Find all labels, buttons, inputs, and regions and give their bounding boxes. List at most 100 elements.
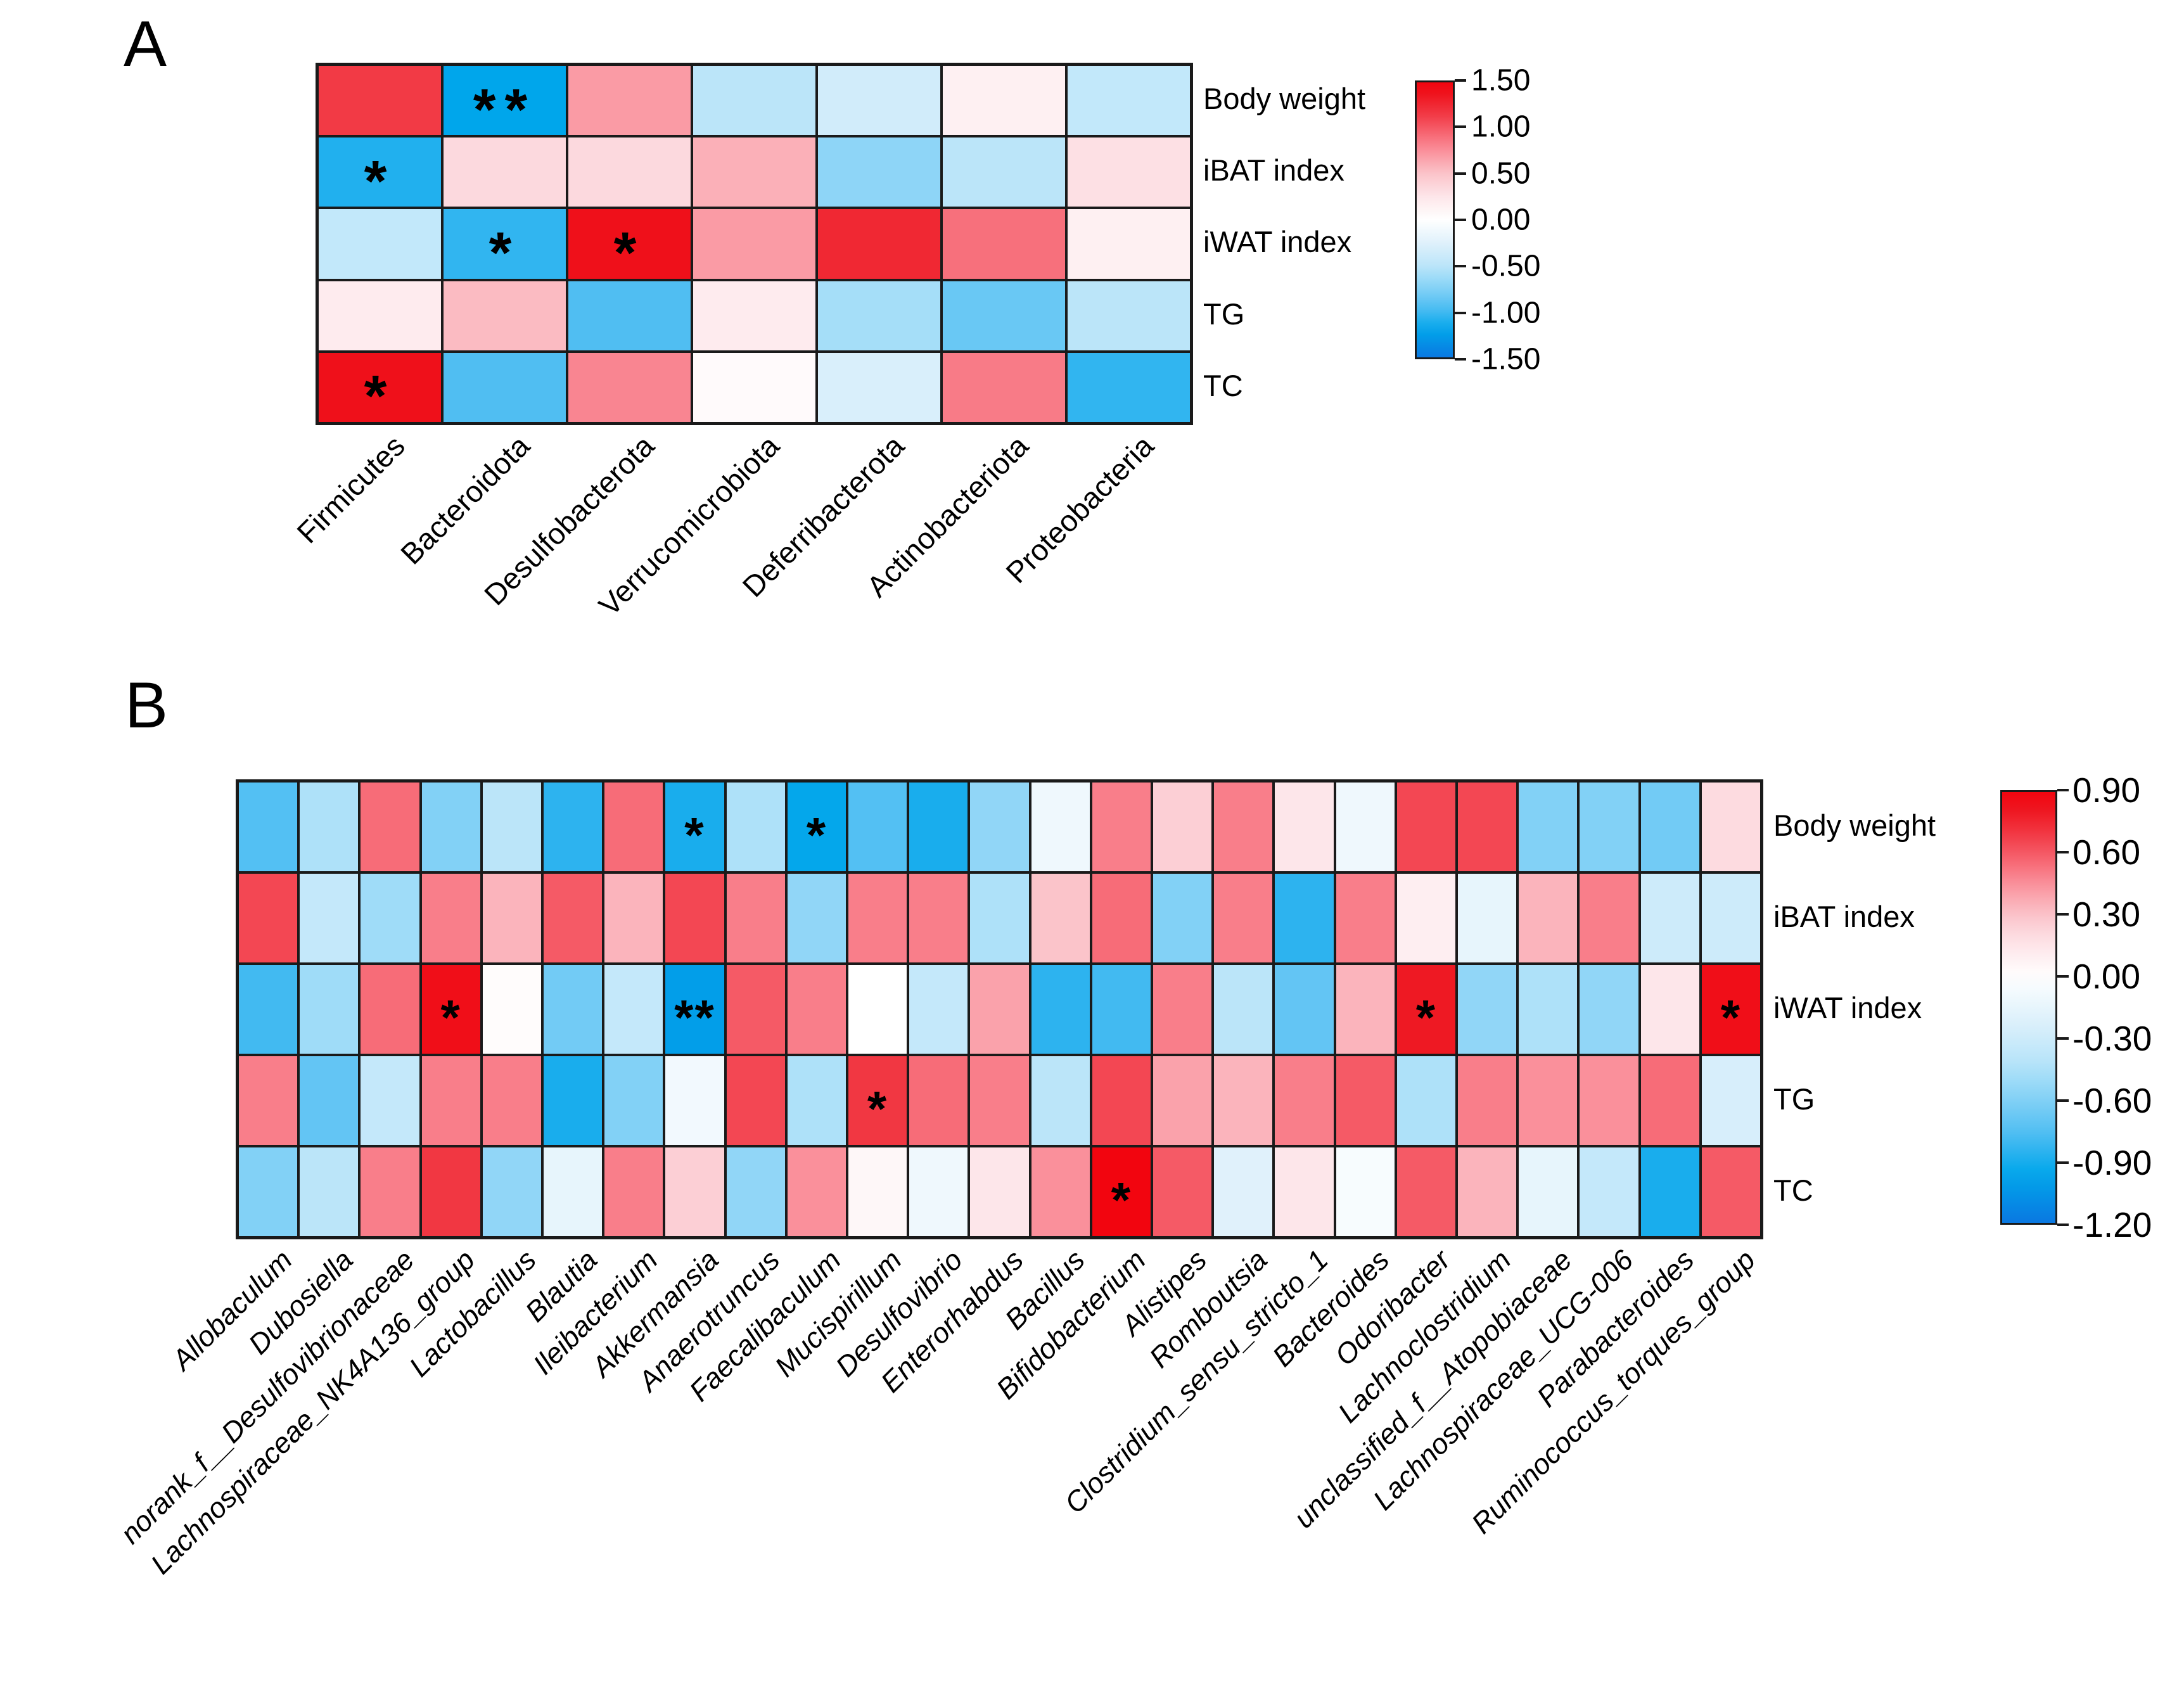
heatmap-cell	[1700, 872, 1761, 964]
heatmap-cell	[908, 872, 969, 964]
colorbar-tick-mark	[1455, 172, 1466, 175]
heatmap-cell	[1457, 964, 1518, 1055]
heatmap-cell	[1213, 1146, 1274, 1237]
heatmap-cell	[1030, 1055, 1091, 1146]
heatmap-cell	[1639, 872, 1701, 964]
colorbar-tick-label: -0.60	[2072, 1081, 2152, 1120]
heatmap-cell	[1066, 65, 1191, 137]
heatmap-cell	[817, 208, 942, 280]
heatmap-cell	[1213, 872, 1274, 964]
heatmap-cell	[1334, 1055, 1396, 1146]
heatmap-cell	[603, 781, 665, 872]
row-label: iBAT index	[1773, 899, 1915, 933]
significance-asterisk: *	[440, 989, 461, 1045]
heatmap-cell	[664, 1146, 725, 1237]
row-label: TC	[1773, 1173, 1813, 1207]
heatmap-cell	[786, 872, 847, 964]
heatmap-cell	[542, 872, 604, 964]
heatmap-cell	[1334, 781, 1396, 872]
colorbar-tick-mark	[2057, 1223, 2069, 1226]
heatmap-cell	[847, 1146, 909, 1237]
heatmap-cell	[1517, 1055, 1579, 1146]
heatmap-cell	[1213, 964, 1274, 1055]
heatmap-cell	[317, 279, 442, 352]
heatmap-cell	[1395, 1055, 1457, 1146]
heatmap-cell	[942, 279, 1066, 352]
heatmap-cell: **	[664, 964, 725, 1055]
heatmap-cell: *	[317, 351, 442, 426]
colorbar-tick-mark	[1455, 125, 1466, 129]
heatmap-cell	[1700, 1146, 1761, 1237]
heatmap-cell	[1152, 1146, 1213, 1237]
colorbar-tick-label: 0.00	[2072, 957, 2141, 996]
heatmap-cell	[567, 351, 692, 423]
heatmap-cell	[442, 136, 567, 208]
row-label: iWAT index	[1203, 225, 1352, 259]
colorbar	[2000, 790, 2057, 1225]
heatmap-cell	[1700, 1055, 1761, 1146]
heatmap-cell	[603, 964, 665, 1055]
heatmap-cell	[1457, 1055, 1518, 1146]
heatmap-cell	[725, 1055, 786, 1146]
significance-asterisk: *	[1415, 989, 1437, 1045]
significance-asterisk: *	[806, 807, 827, 863]
heatmap-cell	[1457, 781, 1518, 872]
heatmap-cell	[1066, 279, 1191, 352]
heatmap-cell	[847, 781, 909, 872]
heatmap-cell	[908, 781, 969, 872]
significance-asterisk: *	[684, 807, 705, 863]
colorbar-tick-label: -1.50	[1471, 342, 1541, 376]
panel-label-a: A	[124, 8, 167, 80]
significance-asterisk: *	[1111, 1172, 1132, 1228]
heatmap-cell	[817, 136, 942, 208]
heatmap-cell	[817, 351, 942, 423]
colorbar	[1415, 80, 1455, 359]
heatmap-cell	[1274, 781, 1335, 872]
heatmap-cell: *	[847, 1055, 909, 1146]
significance-asterisk: *	[867, 1080, 888, 1137]
heatmap-cell	[692, 136, 817, 208]
heatmap-cell	[1700, 781, 1761, 872]
heatmap-cell	[481, 964, 542, 1055]
heatmap-cell	[1274, 964, 1335, 1055]
heatmap-cell	[664, 872, 725, 964]
colorbar-tick-mark	[1455, 358, 1466, 361]
heatmap-cell: *	[1700, 964, 1761, 1055]
heatmap-cell	[969, 872, 1030, 964]
colorbar-tick-label: -1.00	[1471, 296, 1541, 330]
heatmap-cell	[1090, 872, 1152, 964]
row-label: iBAT index	[1203, 153, 1344, 188]
significance-asterisk: *	[613, 220, 646, 286]
heatmap-cell	[1030, 964, 1091, 1055]
row-label: iWAT index	[1773, 990, 1922, 1025]
heatmap-cell	[1030, 781, 1091, 872]
heatmap-cell	[1152, 1055, 1213, 1146]
colorbar-tick-label: -1.20	[2072, 1205, 2152, 1244]
heatmap-cell	[1274, 1055, 1335, 1146]
heatmap-cell	[969, 1146, 1030, 1237]
heatmap-cell: **	[442, 65, 567, 139]
heatmap-cell	[1517, 872, 1579, 964]
colorbar-tick-label: 0.90	[2072, 770, 2141, 810]
heatmap-cell: *	[420, 964, 482, 1055]
heatmap-cell	[969, 964, 1030, 1055]
heatmap-cell	[542, 964, 604, 1055]
heatmap-cell	[942, 351, 1066, 423]
heatmap-cell	[725, 1146, 786, 1237]
heatmap-cell	[786, 964, 847, 1055]
heatmap-cell	[847, 872, 909, 964]
heatmap-cell	[1152, 781, 1213, 872]
heatmap-cell	[238, 1146, 299, 1237]
colorbar-tick-label: -0.90	[2072, 1143, 2152, 1182]
heatmap-cell	[969, 781, 1030, 872]
heatmap-cell	[1578, 872, 1640, 964]
heatmap-cell	[1152, 872, 1213, 964]
heatmap-cell	[1395, 872, 1457, 964]
heatmap-cell	[664, 1055, 725, 1146]
colorbar-tick-label: 0.50	[1471, 157, 1531, 191]
colorbar-tick-mark	[2057, 1099, 2069, 1102]
heatmap-cell	[603, 1055, 665, 1146]
heatmap-grid: * * * ** * * * *	[236, 779, 1763, 1239]
heatmap-cell	[238, 872, 299, 964]
heatmap-cell	[1213, 1055, 1274, 1146]
